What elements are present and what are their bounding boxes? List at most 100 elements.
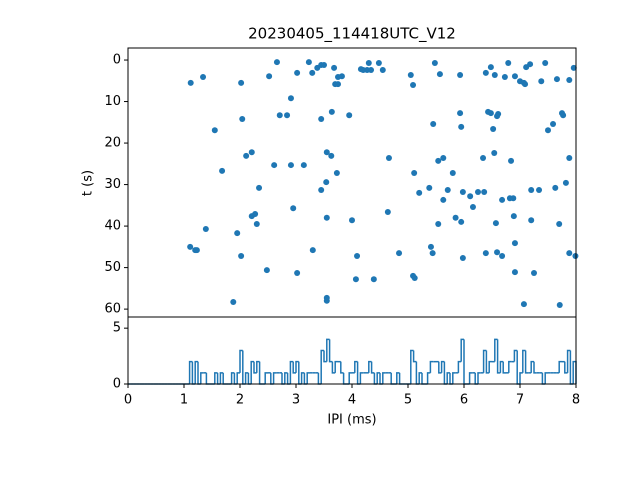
point: [469, 203, 476, 210]
point: [481, 189, 488, 196]
y-tick-label: 5: [113, 321, 121, 336]
point: [542, 59, 549, 66]
point: [440, 155, 447, 162]
point: [349, 217, 355, 224]
point: [305, 59, 312, 66]
point: [187, 243, 194, 250]
point: [528, 217, 535, 224]
hist-bin: [306, 372, 310, 384]
point: [487, 64, 494, 71]
point: [407, 71, 414, 78]
point: [309, 247, 316, 254]
point: [560, 112, 567, 119]
point: [527, 61, 534, 68]
point: [511, 73, 518, 80]
hist-bin: [348, 372, 352, 384]
point: [354, 252, 361, 259]
y-tick-label: 0: [113, 377, 121, 392]
point: [300, 162, 307, 169]
point: [287, 95, 294, 102]
x-tick-label: 7: [516, 393, 524, 408]
point: [491, 71, 498, 78]
point: [482, 250, 489, 257]
point: [410, 81, 417, 88]
hist-bin: [429, 360, 434, 373]
point: [239, 115, 246, 122]
point: [230, 299, 237, 306]
hist-bin: [482, 349, 487, 373]
point: [556, 301, 563, 308]
hist-bin: [412, 350, 417, 363]
point: [290, 205, 297, 212]
hist-bin: [188, 360, 193, 384]
hist-bin: [236, 372, 240, 384]
point: [187, 79, 194, 86]
hist-bin: [502, 361, 506, 374]
point: [385, 155, 392, 162]
point: [370, 276, 377, 283]
hist-bin: [359, 372, 364, 384]
point: [570, 64, 577, 71]
point: [520, 301, 527, 308]
hist-bin: [244, 372, 249, 384]
point: [287, 162, 294, 169]
point: [511, 269, 518, 276]
hist-bin: [558, 360, 562, 373]
x-tick-label: 6: [460, 393, 468, 408]
y-tick-label: 10: [104, 94, 121, 109]
point: [234, 230, 241, 237]
point: [318, 115, 325, 122]
point: [487, 110, 494, 117]
hist-bin: [272, 372, 277, 384]
point: [416, 189, 423, 196]
hist-bin: [328, 339, 333, 363]
point: [375, 59, 382, 66]
hist-bin: [468, 372, 473, 384]
point: [435, 157, 442, 164]
x-tick-label: 5: [404, 393, 412, 408]
point: [253, 221, 260, 228]
hist-bin: [200, 372, 204, 384]
hist-bin: [460, 338, 464, 362]
hist-bin: [564, 361, 568, 374]
hist-bin: [519, 372, 523, 384]
point: [294, 69, 301, 76]
hist-bin: [496, 339, 501, 374]
y-tick-label: 20: [104, 136, 121, 151]
hist-bin: [214, 372, 218, 384]
y-tick-label: 40: [104, 219, 121, 234]
hist-bin: [340, 361, 344, 374]
y-tick-label: 0: [113, 53, 121, 68]
point: [318, 186, 325, 193]
point: [440, 196, 447, 203]
point: [429, 250, 436, 257]
hist-bin: [566, 349, 571, 373]
hist-bin: [533, 361, 537, 374]
point: [499, 252, 506, 259]
point: [331, 64, 338, 71]
point: [435, 221, 442, 228]
point: [411, 274, 418, 281]
point: [243, 152, 250, 159]
point: [566, 155, 573, 162]
point: [271, 162, 278, 169]
point: [427, 243, 434, 250]
y-tick-label: 30: [104, 177, 121, 192]
point: [411, 169, 418, 176]
x-tick-label: 4: [348, 393, 356, 408]
point: [368, 67, 375, 74]
point: [452, 214, 459, 221]
point: [531, 269, 537, 276]
point: [550, 120, 557, 127]
point: [457, 71, 464, 78]
point: [384, 208, 391, 215]
hist-bin: [513, 349, 518, 362]
hist-bin: [488, 360, 492, 373]
point: [572, 252, 579, 259]
x-axis-label: IPI (ms): [327, 413, 376, 428]
hist-bin: [370, 361, 375, 374]
point: [346, 112, 353, 119]
x-tick-label: 3: [292, 393, 300, 408]
y-tick-label: 60: [104, 302, 121, 317]
chart-title: 20230405_114418UTC_V12: [248, 25, 456, 44]
